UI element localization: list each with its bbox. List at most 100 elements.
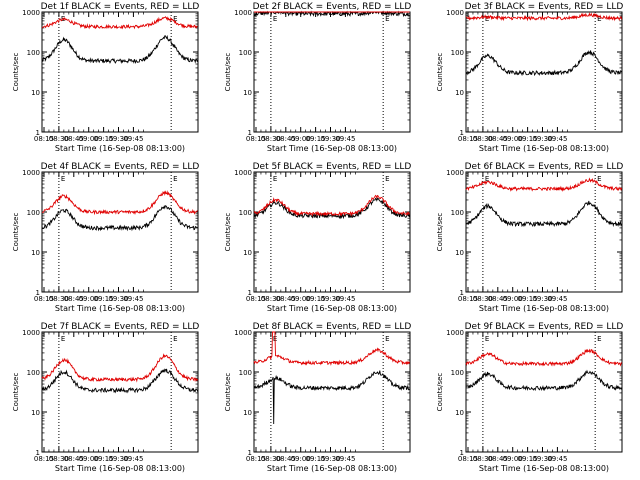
e-marker: E <box>273 15 277 23</box>
y-tick-label: 100 <box>239 369 252 377</box>
lld-series-line <box>41 190 198 216</box>
e-marker: E <box>485 335 489 343</box>
x-tick-label: 08:30 <box>473 455 493 463</box>
x-tick-label: 09:00 <box>503 295 523 303</box>
lld-series-line <box>465 177 623 192</box>
x-tick-label: 08:30 <box>49 455 69 463</box>
plot-frame <box>41 171 199 293</box>
y-tick-label: 1 <box>248 129 252 137</box>
e-marker: E <box>597 175 601 183</box>
x-tick-label: 09:15 <box>518 455 538 463</box>
x-tick-label: 08:15 <box>246 455 266 463</box>
panel-title: Det 7f BLACK = Events, RED = LLD <box>41 322 200 332</box>
e-marker: E <box>173 15 177 23</box>
x-tick-label: 09:30 <box>532 455 552 463</box>
x-tick-label: 09:15 <box>306 135 326 143</box>
e-marker: E <box>485 175 489 183</box>
y-tick-label: 100 <box>451 369 464 377</box>
plot-frame <box>465 171 623 293</box>
y-tick-label: 10 <box>31 89 40 97</box>
e-marker: E <box>385 335 389 343</box>
panel-title: Det 9f BLACK = Events, RED = LLD <box>465 322 624 332</box>
y-tick-label: 1 <box>460 129 464 137</box>
x-tick-label: 09:00 <box>79 455 99 463</box>
x-tick-label: 09:30 <box>320 455 340 463</box>
e-marker: E <box>597 15 601 23</box>
y-tick-label: 1000 <box>22 9 40 17</box>
x-tick-label: 09:30 <box>320 135 340 143</box>
y-tick-label: 1 <box>248 449 252 457</box>
e-marker: E <box>61 175 65 183</box>
y-tick-label: 1000 <box>234 9 252 17</box>
detector-panel-5: Det 5f BLACK = Events, RED = LLD 1 10 100 10… <box>224 162 411 313</box>
plot-frame <box>465 331 623 453</box>
x-tick-label: 09:00 <box>79 295 99 303</box>
detector-panel-8: Det 8f BLACK = Events, RED = LLD 1 10 100 10… <box>224 322 411 473</box>
panel-title: Det 2f BLACK = Events, RED = LLD <box>253 2 412 12</box>
x-tick-label: 08:15 <box>246 135 266 143</box>
y-tick-label: 1000 <box>22 169 40 177</box>
x-tick-label: 08:30 <box>49 135 69 143</box>
x-tick-label: 08:15 <box>34 135 54 143</box>
x-tick-label: 09:15 <box>306 455 326 463</box>
e-marker: E <box>597 335 601 343</box>
x-tick-label: 08:15 <box>458 135 478 143</box>
x-tick-label: 09:45 <box>335 295 355 303</box>
detector-panel-3: Det 3f BLACK = Events, RED = LLD 1 10 100 10… <box>436 2 623 153</box>
x-tick-label: 08:30 <box>261 135 281 143</box>
x-tick-label: 09:15 <box>306 295 326 303</box>
x-tick-label: 09:45 <box>547 135 567 143</box>
y-tick-label: 1000 <box>446 169 464 177</box>
detector-panel-4: Det 4f BLACK = Events, RED = LLD 1 10 100 10… <box>12 162 199 313</box>
events-series-line <box>465 200 622 228</box>
x-axis-label: Start Time (16-Sep-08 08:13:00) <box>55 144 185 153</box>
e-marker: E <box>385 15 389 23</box>
x-tick-label: 09:15 <box>94 295 114 303</box>
x-tick-label: 08:30 <box>473 135 493 143</box>
x-tick-label: 09:30 <box>320 295 340 303</box>
x-tick-label: 09:45 <box>123 455 143 463</box>
lld-series-line <box>41 353 199 383</box>
events-series-line <box>41 368 199 394</box>
x-tick-label: 09:15 <box>94 455 114 463</box>
y-tick-label: 1000 <box>446 9 464 17</box>
e-marker: E <box>173 175 177 183</box>
x-tick-label: 08:30 <box>261 295 281 303</box>
y-tick-label: 10 <box>455 249 464 257</box>
y-tick-label: 1 <box>36 129 40 137</box>
x-tick-label: 09:30 <box>532 295 552 303</box>
x-tick-label: 09:15 <box>518 295 538 303</box>
x-tick-label: 08:15 <box>458 295 478 303</box>
lld-series-line <box>465 348 623 367</box>
y-axis-label: Counts/sec <box>12 53 20 92</box>
panel-title: Det 5f BLACK = Events, RED = LLD <box>253 162 412 172</box>
detector-panel-7: Det 7f BLACK = Events, RED = LLD 1 10 100 10… <box>12 322 199 473</box>
x-tick-label: 08:45 <box>64 455 84 463</box>
y-axis-label: Counts/sec <box>436 373 444 412</box>
x-tick-label: 08:45 <box>276 455 296 463</box>
e-marker: E <box>273 175 277 183</box>
plot-frame <box>465 11 623 133</box>
y-tick-label: 10 <box>31 249 40 257</box>
y-axis-label: Counts/sec <box>224 213 232 252</box>
x-tick-label: 09:15 <box>94 135 114 143</box>
events-series-line <box>41 34 199 65</box>
x-axis-label: Start Time (16-Sep-08 08:13:00) <box>479 144 609 153</box>
panel-title: Det 1f BLACK = Events, RED = LLD <box>41 2 200 12</box>
x-tick-label: 09:30 <box>532 135 552 143</box>
panel-title: Det 4f BLACK = Events, RED = LLD <box>41 162 200 172</box>
y-axis-label: Counts/sec <box>12 213 20 252</box>
x-axis-label: Start Time (16-Sep-08 08:13:00) <box>267 144 397 153</box>
x-tick-label: 09:15 <box>518 135 538 143</box>
y-tick-label: 1 <box>36 289 40 297</box>
y-tick-label: 100 <box>451 49 464 57</box>
lld-series-line <box>253 194 410 217</box>
y-axis-label: Counts/sec <box>224 53 232 92</box>
y-tick-label: 1 <box>460 449 464 457</box>
y-tick-label: 1000 <box>234 169 252 177</box>
x-axis-label: Start Time (16-Sep-08 08:13:00) <box>55 304 185 313</box>
y-tick-label: 1 <box>460 289 464 297</box>
x-tick-label: 09:00 <box>291 295 311 303</box>
plot-frame <box>253 331 411 453</box>
